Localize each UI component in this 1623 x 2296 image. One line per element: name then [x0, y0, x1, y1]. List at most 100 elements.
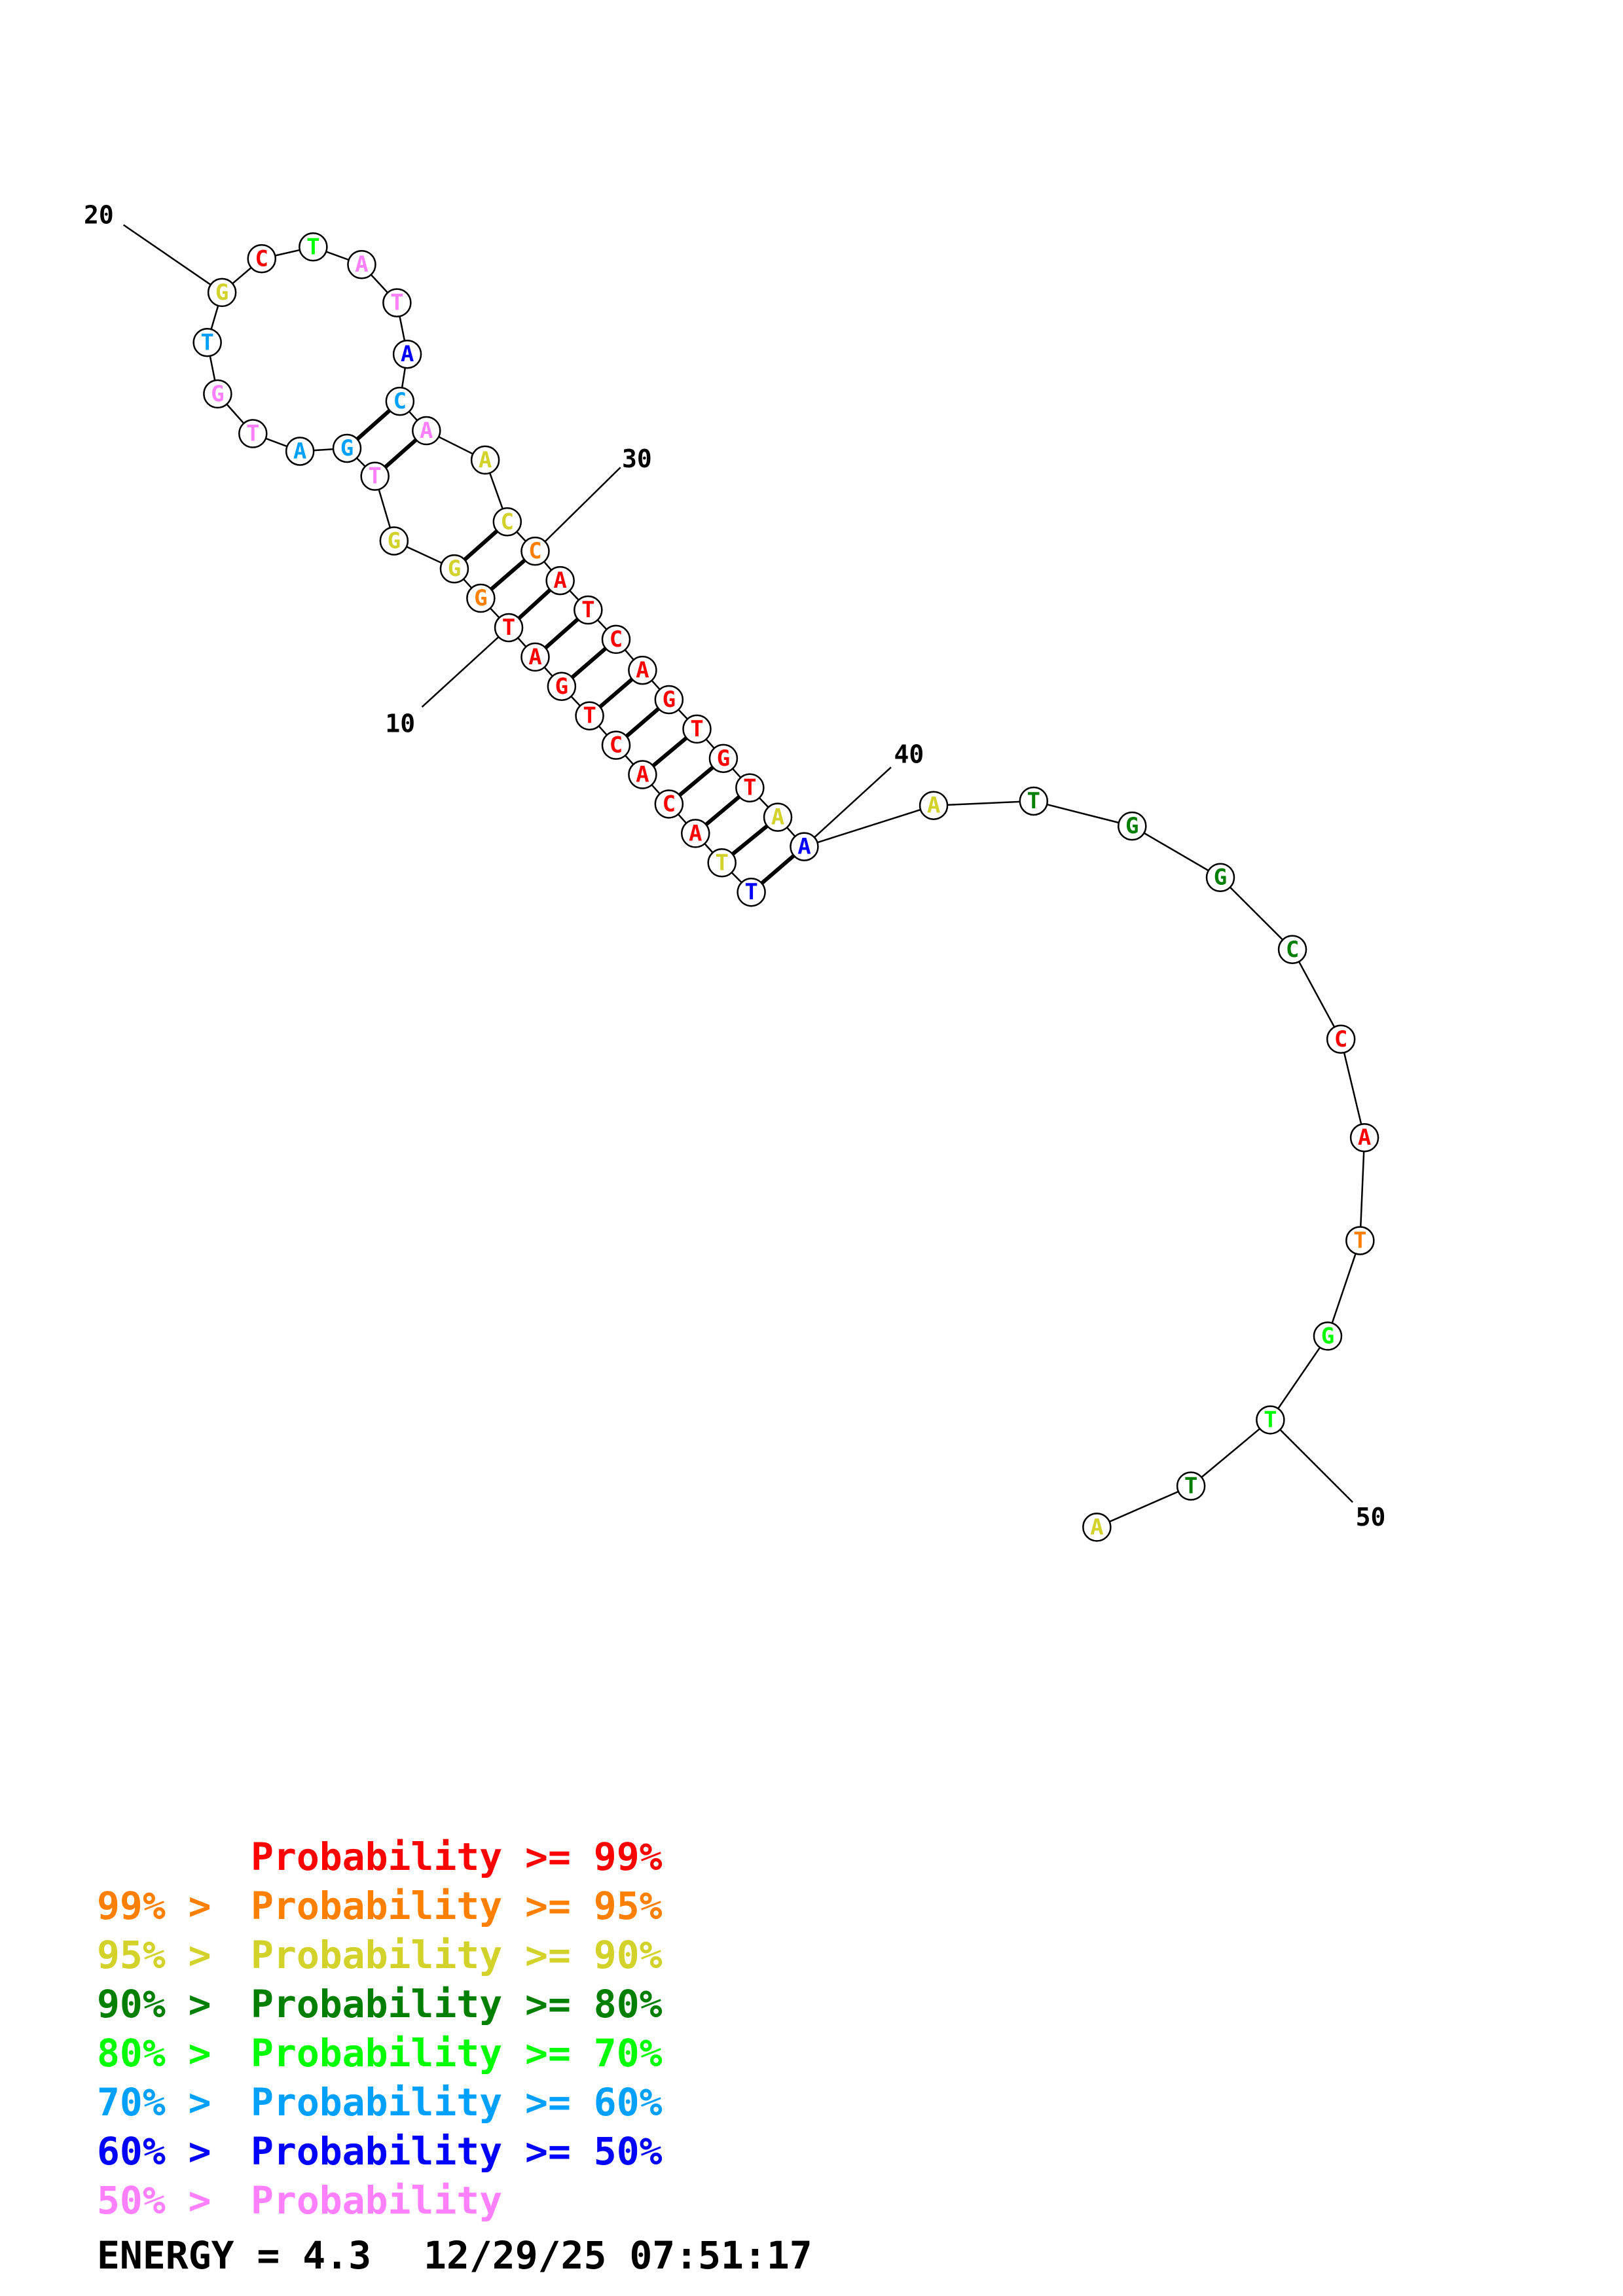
- nucleotide-circle: [247, 244, 277, 274]
- base-pair-bond: [651, 736, 688, 768]
- nucleotide: G: [547, 672, 577, 702]
- nucleotide-letter: A: [528, 644, 541, 670]
- nucleotide: T: [575, 701, 604, 730]
- nucleotide-circle: [628, 760, 657, 789]
- nucleotide-letter: G: [340, 435, 354, 461]
- nucleotide-circle: [1277, 935, 1307, 965]
- nucleotide-letter: T: [1184, 1473, 1197, 1499]
- legend-label: Probability >= 95%: [251, 1884, 663, 1928]
- nucleotide: G: [203, 379, 232, 409]
- legend-row: Probability >= 99%: [97, 1833, 663, 1882]
- legend-row: 90% > Probability >= 80%: [97, 1980, 663, 2029]
- backbone-segment: [804, 804, 934, 848]
- nucleotide: T: [299, 232, 328, 262]
- nucleotide-circle: [385, 386, 415, 416]
- position-label: 50: [1356, 1503, 1386, 1532]
- nucleotide-circle: [790, 832, 819, 861]
- nucleotide-circle: [1326, 1024, 1356, 1054]
- legend-label: Probability >= 50%: [251, 2129, 663, 2174]
- nucleotide: G: [379, 526, 409, 556]
- nucleotide-circle: [492, 507, 522, 537]
- nucleotide-circle: [494, 613, 524, 643]
- nucleotide-letter: A: [420, 418, 433, 444]
- nucleotide-letter: T: [390, 290, 403, 316]
- nucleotide: G: [439, 554, 469, 584]
- position-tick: [122, 224, 223, 293]
- nucleotide-circle: [919, 791, 949, 820]
- backbone-segment: [1033, 800, 1133, 827]
- nucleotide-circle: [466, 583, 496, 613]
- nucleotide: G: [1313, 1321, 1343, 1351]
- nucleotide: T: [1176, 1471, 1206, 1501]
- base-pair-bond: [731, 824, 769, 856]
- legend-threshold: 95% >: [97, 1933, 234, 1977]
- nucleotide-circle: [574, 595, 603, 625]
- nucleotide-letter: T: [743, 775, 756, 801]
- nucleotide-circle: [1313, 1321, 1343, 1351]
- nucleotide: T: [735, 773, 765, 802]
- backbone-segment: [1340, 1039, 1366, 1138]
- nucleotide-circle: [1019, 786, 1049, 816]
- nucleotide-letter: A: [636, 762, 649, 788]
- backbone-segment: [1326, 1240, 1361, 1336]
- legend-threshold: 80% >: [97, 2031, 234, 2075]
- nucleotide: G: [654, 685, 684, 715]
- nucleotide: A: [285, 437, 315, 466]
- nucleotide-letter: A: [927, 793, 940, 819]
- legend-threshold: 99% >: [97, 1884, 234, 1928]
- nucleotide-circle: [681, 819, 710, 848]
- nucleotide-circle: [575, 701, 604, 730]
- nucleotide-letter: T: [368, 463, 381, 490]
- nucleotide: C: [601, 624, 631, 655]
- nucleotide-letter: C: [1334, 1026, 1347, 1052]
- nucleotide-circle: [601, 624, 631, 655]
- nucleotide-letter: T: [502, 615, 515, 641]
- nucleotide-circle: [547, 672, 577, 702]
- nucleotide-circle: [379, 526, 409, 556]
- nucleotide-letter: A: [1090, 1514, 1103, 1540]
- nucleotide: A: [1082, 1513, 1112, 1542]
- nucleotide-letter: T: [690, 716, 703, 742]
- nucleotide-letter: G: [211, 381, 224, 407]
- nucleotide-letter: A: [401, 341, 414, 367]
- nucleotide: C: [1277, 935, 1307, 965]
- nucleotide-circle: [412, 416, 441, 446]
- nucleotide-circle: [285, 437, 315, 466]
- nucleotide-letter: T: [1353, 1227, 1366, 1253]
- nucleotide-letter: C: [610, 626, 623, 653]
- nucleotide-letter: T: [306, 234, 319, 260]
- nucleotide-circle: [192, 328, 222, 357]
- position-label: 40: [894, 740, 924, 769]
- nucleotide-circle: [520, 642, 550, 672]
- nucleotide: G: [708, 744, 739, 774]
- nucleotide-letter: C: [528, 538, 541, 564]
- nucleotide: C: [601, 730, 631, 760]
- nucleotide: G: [1205, 863, 1235, 892]
- backbone-segment: [1220, 876, 1293, 950]
- base-pair-bond: [356, 408, 392, 441]
- nucleotide: G: [466, 583, 496, 613]
- nucleotide-letter: G: [215, 279, 228, 306]
- backbone: [206, 246, 1366, 1528]
- base-pair-bond: [704, 795, 741, 827]
- position-label: 20: [84, 200, 114, 229]
- nucleotide-circle: [1082, 1513, 1112, 1542]
- legend-label: Probability >= 70%: [251, 2031, 663, 2075]
- nucleotide: G: [207, 278, 237, 308]
- base-pair-bond: [544, 617, 579, 650]
- nucleotide-letter: A: [689, 820, 702, 846]
- legend-row: 70% > Probability >= 60%: [97, 2078, 663, 2127]
- nucleotide-letter: T: [715, 850, 728, 876]
- footer: ENERGY = 4.3 12/29/25 07:51:17: [97, 2233, 812, 2278]
- legend-row: 50% > Probability: [97, 2176, 663, 2225]
- nucleotide-circle: [737, 877, 766, 907]
- nucleotide-letter: A: [553, 567, 566, 594]
- nucleotide: A: [790, 832, 819, 861]
- nucleotide-letter: A: [293, 438, 306, 464]
- nucleotide-letter: G: [448, 556, 461, 582]
- legend-threshold: 50% >: [97, 2178, 234, 2223]
- nucleotide-letter: T: [1027, 788, 1040, 814]
- nucleotide-circle: [382, 288, 412, 317]
- nucleotide-letter: G: [1321, 1323, 1334, 1349]
